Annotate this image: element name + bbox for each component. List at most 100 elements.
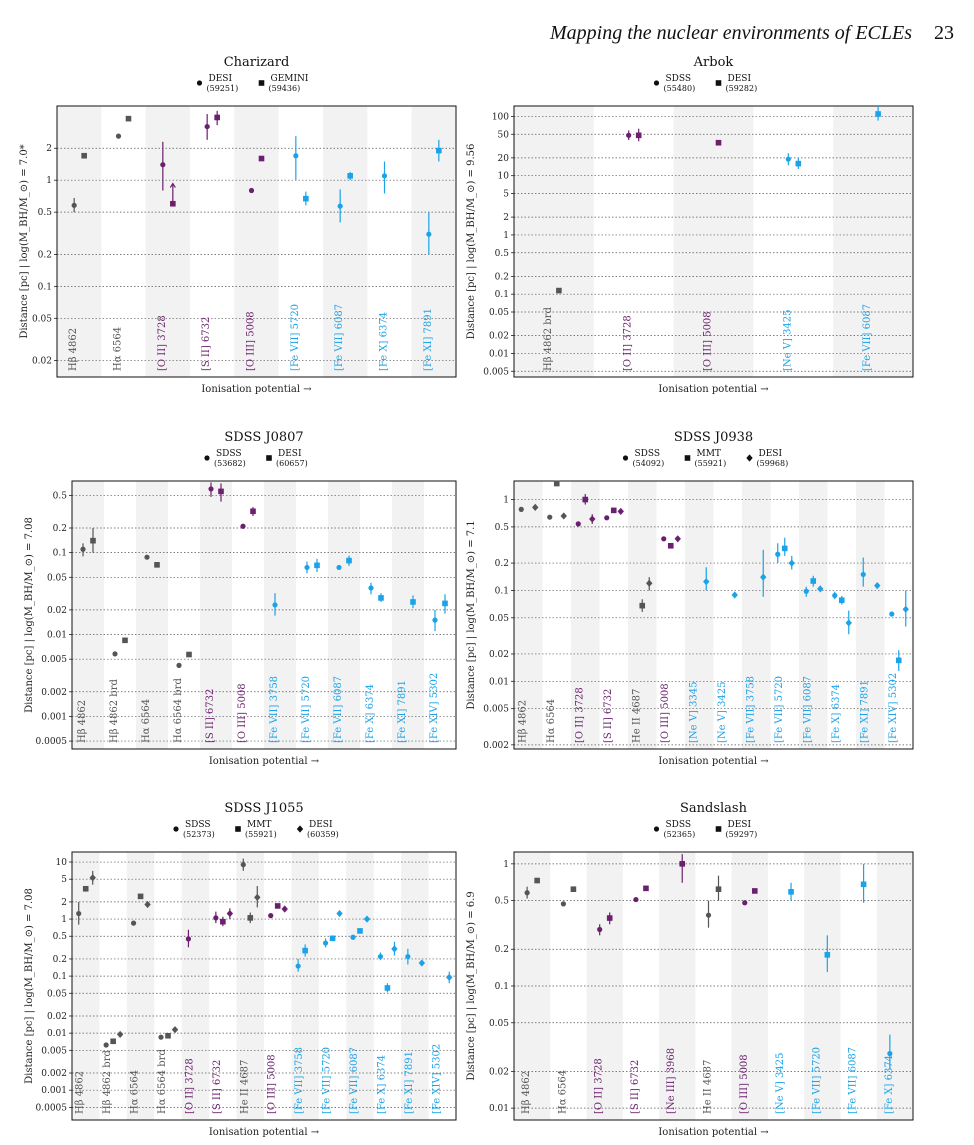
category-band — [799, 481, 828, 749]
data-point — [524, 890, 530, 896]
legend-epoch: (55921) — [245, 830, 277, 839]
data-point — [874, 582, 881, 590]
legend-marker-circle — [622, 455, 629, 461]
data-point — [643, 885, 649, 892]
data-point — [410, 599, 416, 605]
legend-label: SDSS — [185, 820, 211, 830]
data-point — [604, 515, 610, 521]
data-point — [304, 564, 310, 571]
data-point — [81, 152, 87, 159]
data-point — [570, 886, 577, 893]
plot-frame — [71, 480, 457, 750]
legend-label: DESI — [728, 74, 752, 84]
legend-epoch: (59282) — [726, 84, 758, 93]
data-point — [889, 611, 895, 617]
plot-frame — [71, 851, 457, 1121]
data-point — [176, 662, 182, 668]
y-tick-label: 0.002 — [41, 688, 67, 698]
data-point — [432, 617, 438, 623]
data-point — [795, 160, 802, 167]
y-tick-label: 0.5 — [495, 523, 510, 533]
data-point — [803, 588, 809, 594]
y-tick-label: 0.01 — [489, 349, 509, 359]
data-point — [775, 551, 781, 557]
y-tick-label: 0.02 — [47, 606, 67, 616]
legend-marker-circle — [204, 455, 210, 461]
emission-line-label: Hβ 4862 — [517, 700, 528, 743]
y-tick-label: 0.02 — [32, 357, 52, 367]
y-tick-label: 1 — [61, 915, 67, 925]
panel-title: SDSS J1055 — [224, 801, 303, 816]
data-point — [165, 1032, 171, 1039]
limit-arrowhead — [169, 182, 176, 188]
emission-line-label: [Fe VII] 6087 — [333, 676, 344, 743]
data-point — [272, 602, 278, 608]
data-point — [589, 515, 596, 523]
category-band — [392, 481, 424, 749]
data-point — [158, 1034, 164, 1040]
data-point — [213, 915, 219, 921]
emission-line-label: Hβ 4862 brd — [109, 679, 120, 743]
data-point — [281, 905, 288, 913]
x-axis-label: Ionisation potential → — [658, 1127, 769, 1138]
emission-line-label: Hβ 4862 — [521, 1071, 532, 1114]
emission-line-label: [Fe XIV] 5302 — [888, 673, 899, 743]
running-title: Mapping the nuclear environments of ECLE… — [550, 22, 912, 44]
emission-line-label: [O II] 3728 — [157, 315, 168, 371]
data-point — [89, 874, 96, 882]
panel-1: 0.02 0.05 0.1 0.2 0.5 1 2 Charizard DESI(59251) G… — [19, 55, 457, 395]
y-axis-label: Distance [pc] | log(M_BH/M_⊙) = 7.08 — [24, 888, 35, 1084]
data-point — [534, 877, 540, 884]
y-tick-label: 0.05 — [47, 989, 67, 999]
y-tick-label: 0.05 — [489, 1019, 509, 1029]
data-point — [703, 578, 710, 586]
data-point — [130, 920, 137, 926]
emission-line-label: Hβ 4862 — [75, 1071, 86, 1114]
data-point — [560, 901, 567, 907]
panel-2: 0.005 0.01 0.02 0.05 0.1 0.2 0.5 1 2 5 10 20 50 100 Ar… — [466, 55, 914, 395]
category-band — [234, 106, 279, 377]
y-tick-label: 1 — [46, 176, 52, 186]
y-tick-label: 0.002 — [483, 741, 509, 751]
emission-line-label: Hβ 4862 brd — [102, 1050, 113, 1114]
y-tick-label: 0.005 — [41, 655, 67, 665]
data-point — [171, 1026, 179, 1034]
legend-marker-circle — [196, 80, 203, 86]
legend-marker-diamond — [746, 454, 753, 462]
legend-marker-square — [235, 826, 241, 832]
plot-frame — [56, 105, 457, 378]
y-tick-label: 0.2 — [38, 250, 52, 260]
emission-line-label: [Fe VII] 5720 — [322, 1047, 333, 1114]
emission-line-label: [O III] 5008 — [739, 1054, 750, 1114]
emission-line-label: [Fe VII] 5720 — [774, 676, 785, 743]
legend-epoch: (54092) — [633, 459, 665, 468]
y-tick-label: 0.2 — [53, 524, 67, 534]
y-tick-label: 0.005 — [41, 1046, 67, 1056]
legend-label: DESI — [278, 449, 302, 459]
data-point — [405, 953, 411, 960]
page-header: Mapping the nuclear environments of ECLE… — [550, 22, 954, 45]
y-tick-label: 0.1 — [53, 972, 67, 982]
category-band — [264, 481, 296, 749]
data-point — [582, 496, 589, 503]
category-band — [200, 481, 232, 749]
emission-line-label: [O III] 5008 — [246, 311, 257, 371]
data-point — [626, 132, 632, 138]
panel-title: Charizard — [224, 55, 290, 70]
legend-epoch: (53682) — [214, 459, 246, 468]
y-axis-label: Distance [pc] | log(M_BH/M_⊙) = 7.1 — [466, 520, 477, 709]
data-point — [553, 480, 560, 487]
legend-epoch: (60657) — [276, 459, 308, 468]
category-band — [57, 106, 102, 377]
y-tick-label: 100 — [492, 112, 509, 122]
data-point — [391, 945, 398, 953]
data-point — [760, 573, 767, 581]
data-point — [875, 111, 881, 117]
emission-line-label: [Fe XI] 7891 — [423, 308, 434, 371]
data-point — [248, 187, 255, 194]
emission-line-label: [Fe X] 6374 — [884, 1055, 895, 1114]
legend-label: DESI — [728, 820, 752, 830]
data-point — [268, 913, 274, 919]
emission-line-label: [S II] 6732 — [205, 689, 216, 743]
